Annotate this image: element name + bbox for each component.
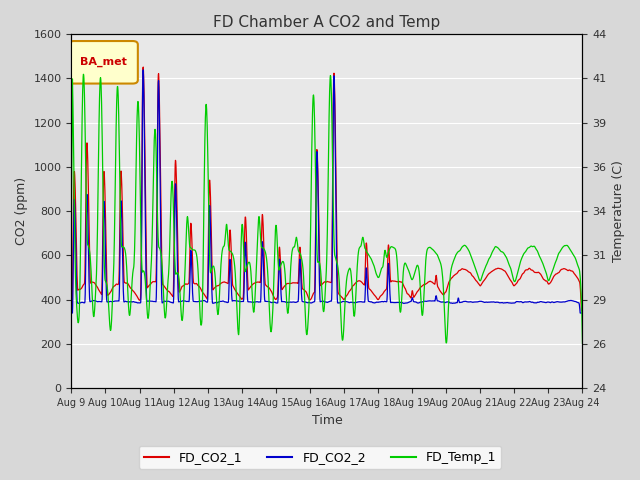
- FD_CO2_1: [564, 268, 572, 274]
- FD_CO2_2: [140, 67, 147, 73]
- Line: FD_Temp_1: FD_Temp_1: [72, 74, 582, 344]
- FD_Temp_1: [579, 341, 586, 347]
- FD_CO2_1: [68, 308, 76, 314]
- FD_Temp_1: [94, 210, 102, 216]
- FD_Temp_1: [316, 264, 324, 269]
- FD_CO2_1: [564, 268, 572, 274]
- FancyBboxPatch shape: [69, 41, 138, 84]
- FD_CO2_1: [470, 275, 478, 280]
- FD_CO2_1: [93, 284, 101, 290]
- FD_CO2_1: [303, 290, 310, 296]
- FD_Temp_1: [303, 332, 310, 337]
- FD_Temp_1: [564, 243, 572, 249]
- Text: BA_met: BA_met: [79, 57, 127, 67]
- FD_CO2_2: [564, 298, 572, 304]
- FD_CO2_2: [579, 310, 586, 316]
- Y-axis label: CO2 (ppm): CO2 (ppm): [15, 177, 28, 245]
- FD_CO2_2: [303, 300, 310, 305]
- X-axis label: Time: Time: [312, 414, 342, 427]
- FD_CO2_2: [68, 310, 76, 316]
- FD_CO2_1: [316, 279, 324, 285]
- FD_CO2_1: [579, 308, 586, 314]
- FD_CO2_1: [140, 64, 147, 70]
- Y-axis label: Temperature (C): Temperature (C): [612, 160, 625, 262]
- Line: FD_CO2_2: FD_CO2_2: [72, 70, 582, 313]
- Title: FD Chamber A CO2 and Temp: FD Chamber A CO2 and Temp: [213, 15, 440, 30]
- FD_Temp_1: [79, 72, 87, 77]
- FD_CO2_2: [564, 298, 572, 304]
- FD_CO2_2: [470, 299, 478, 305]
- FD_Temp_1: [470, 262, 478, 267]
- FD_CO2_2: [316, 299, 324, 305]
- Line: FD_CO2_1: FD_CO2_1: [72, 67, 582, 311]
- Legend: FD_CO2_1, FD_CO2_2, FD_Temp_1: FD_CO2_1, FD_CO2_2, FD_Temp_1: [139, 446, 501, 469]
- FD_Temp_1: [564, 243, 572, 249]
- FD_CO2_2: [93, 299, 101, 305]
- FD_Temp_1: [68, 220, 76, 226]
